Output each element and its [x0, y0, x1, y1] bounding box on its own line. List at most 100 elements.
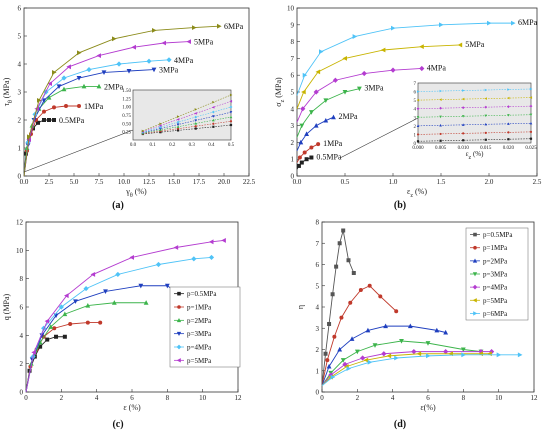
- x-tick-label-a: 5.0: [70, 178, 79, 186]
- y-tick-label-b: 8: [291, 38, 295, 46]
- x-tick-label-b: 2.5: [533, 178, 542, 186]
- legend-entry-d-3: p=3MPa: [483, 271, 508, 279]
- x-tick-label-c: 2: [60, 394, 64, 402]
- x-tick-label-c: 4: [95, 394, 99, 402]
- data-point-c-2: [48, 324, 54, 329]
- data-point-c-4: [83, 285, 89, 292]
- x-axis-label-a: γθ (%): [125, 187, 147, 199]
- data-point-c-1: [68, 322, 73, 326]
- inset-y-tick-a: 1.25: [122, 97, 131, 102]
- series-label-b-1: 1MPa: [323, 139, 343, 148]
- data-point-a-2: [81, 83, 87, 89]
- data-point-d-6: [394, 355, 399, 361]
- data-point-b-0: [296, 163, 301, 168]
- data-point-c-3: [164, 283, 170, 289]
- inset-point-b-3: [484, 114, 488, 118]
- data-point-c-4: [115, 271, 121, 278]
- panel-a: 0.0 2.5 5.0 7.5 10.0 12.5 15.0 17.5 20.0 22.5 0 1 2 3…: [2, 5, 256, 212]
- x-tick-label-a: 2.5: [45, 178, 54, 186]
- x-tick-label-a: 12.5: [143, 178, 156, 186]
- data-point-d-6: [346, 366, 352, 372]
- legend-d: p=0.5MPa p=1MPa p=2MPa p=3MPa p=4MPa p=5MPa p=…: [465, 227, 529, 321]
- y-tick-label-d: 0: [316, 389, 320, 397]
- panel-label-b: (b): [394, 200, 406, 211]
- inset-point-b-6: [416, 90, 420, 93]
- data-point-b-3: [323, 98, 329, 103]
- data-point-b-6: [352, 34, 358, 39]
- legend-entry-c-5: p=5MPa: [187, 357, 212, 365]
- data-point-b-4: [332, 77, 338, 83]
- inset-y-tick-b: 4: [414, 108, 417, 113]
- data-point-a-4: [61, 75, 67, 81]
- data-point-a-0: [52, 118, 56, 122]
- data-point-d-6: [426, 353, 431, 359]
- data-point-c-4: [191, 256, 197, 262]
- inset-point-b-2: [529, 121, 533, 125]
- legend-entry-c-2: p=2MPa: [187, 317, 212, 325]
- data-point-b-2: [331, 114, 336, 120]
- series-label-a-3: 3MPa: [159, 66, 179, 75]
- data-point-b-5: [380, 47, 386, 53]
- inset-point-b-4: [484, 105, 488, 109]
- inset-point-a-4: [229, 105, 233, 109]
- inset-point-b-3: [416, 116, 420, 119]
- y-tick-label-c: 2: [20, 360, 24, 368]
- data-point-b-5: [301, 89, 306, 95]
- data-point-a-3: [101, 70, 107, 75]
- x-tick-label-d: 8: [462, 394, 466, 402]
- data-point-d-1: [325, 358, 330, 363]
- inset-pointer-b: [339, 117, 419, 159]
- x-tick-label-c: 8: [166, 394, 170, 402]
- inset-point-b-5: [416, 98, 420, 102]
- inset-point-b-2: [507, 122, 510, 125]
- inset-y-tick-a: 0.50: [122, 122, 131, 127]
- data-point-b-3: [309, 110, 314, 115]
- x-tick-label-d: 0: [320, 394, 324, 402]
- data-point-a-6: [152, 28, 157, 33]
- data-point-a-1: [64, 104, 68, 108]
- data-point-b-4: [313, 89, 319, 95]
- y-tick-label-c: 10: [16, 247, 24, 255]
- y-tick-label-b: 6: [291, 72, 295, 80]
- legend-entry-c-1: p=1MPa: [187, 304, 212, 312]
- data-point-d-0: [346, 258, 351, 263]
- inset-point-b-4: [416, 107, 420, 111]
- y-tick-label-b: 9: [291, 21, 295, 29]
- series-label-a-0: 0.5MPa: [59, 116, 85, 125]
- x-tick-label-a: 15.0: [168, 178, 181, 186]
- data-point-b-6: [439, 22, 444, 28]
- inset-y-tick-b: 2: [414, 125, 417, 130]
- data-point-c-0: [45, 337, 50, 342]
- data-point-d-2: [407, 323, 413, 329]
- inset-point-b-5: [439, 98, 442, 101]
- inset-point-a-4: [194, 115, 198, 119]
- x-tick-label-d: 4: [391, 394, 395, 402]
- y-tick-label-b: 5: [291, 89, 295, 97]
- y-tick-label-a: 2: [18, 117, 22, 125]
- data-point-c-4: [155, 261, 162, 268]
- data-point-d-3: [460, 347, 466, 353]
- data-point-b-0: [304, 157, 309, 162]
- data-point-b-1: [302, 150, 307, 155]
- data-point-c-0: [38, 344, 43, 349]
- legend-entry-d-0: p=0.5MPa: [483, 231, 513, 239]
- data-point-c-5: [31, 349, 36, 355]
- inset-x-tick-b: 0.010: [458, 146, 470, 151]
- inset-point-b-1: [462, 132, 465, 135]
- data-point-d-3: [399, 339, 404, 344]
- data-point-c-1: [85, 320, 90, 325]
- data-point-d-1: [394, 309, 399, 314]
- data-point-d-3: [372, 343, 378, 348]
- data-point-c-2: [143, 300, 149, 305]
- inset-y-tick-b: 7: [414, 82, 417, 87]
- inset-point-b-4: [461, 106, 465, 110]
- inset-point-b-1: [507, 131, 510, 134]
- data-point-a-6: [112, 36, 117, 42]
- legend-entry-d-4: p=4MPa: [483, 284, 508, 292]
- data-point-d-5: [363, 357, 369, 363]
- data-point-c-1: [98, 320, 103, 325]
- data-point-a-5: [66, 64, 71, 70]
- series-label-a-1: 1MPa: [84, 102, 104, 111]
- inset-x-tick-a: 0.3: [189, 143, 196, 148]
